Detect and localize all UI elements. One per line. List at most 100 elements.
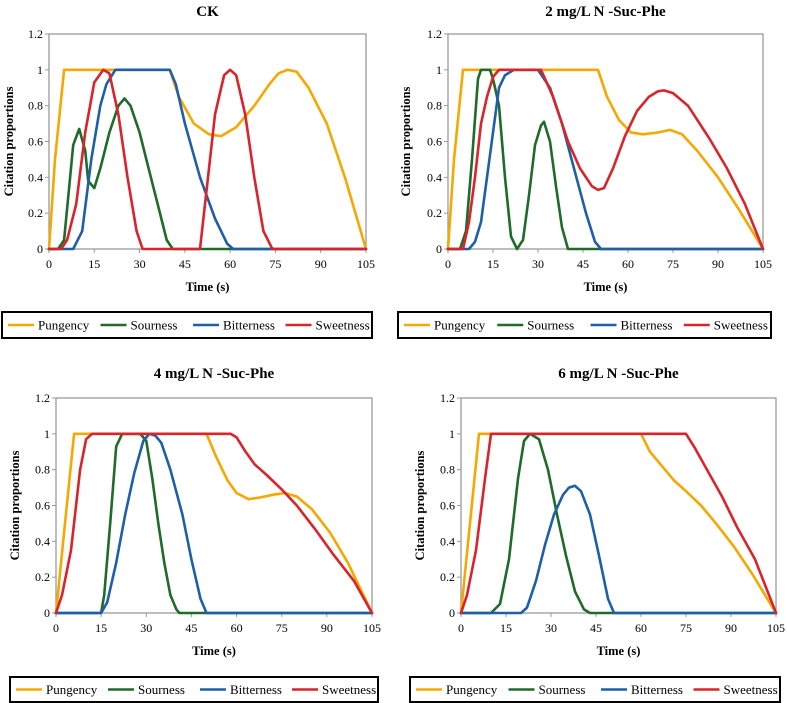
x-tick-label: 105 bbox=[363, 621, 381, 635]
plot-area-frame bbox=[460, 397, 777, 614]
series-line-sourness bbox=[459, 432, 778, 615]
legend-label-pungency: Pungency bbox=[434, 318, 486, 333]
series-line-pungency bbox=[459, 432, 778, 615]
x-tick-label: 45 bbox=[577, 257, 589, 271]
y-tick-label: 0.8 bbox=[427, 99, 442, 113]
y-tick-label: 0.6 bbox=[440, 499, 455, 513]
chart-panel-2: 2 mg/L N -Suc-Phe 0 0.2 0.4 0.6 0.8 1 1.2 0 15 30 4… bbox=[397, 4, 772, 339]
legend-label-sourness: Sourness bbox=[131, 318, 178, 333]
x-tick-label: 60 bbox=[224, 257, 236, 271]
x-axis-label: Time (s) bbox=[192, 644, 236, 658]
y-tick-label: 0.8 bbox=[28, 99, 43, 113]
y-tick-label: 0.8 bbox=[440, 463, 455, 477]
y-tick-label: 1.2 bbox=[35, 391, 50, 405]
y-tick-label: 0.4 bbox=[28, 170, 43, 184]
legend-label-pungency: Pungency bbox=[46, 682, 98, 697]
x-tick-label: 105 bbox=[754, 257, 772, 271]
y-tick-label: 0.2 bbox=[427, 206, 442, 220]
legend-label-sweetness: Sweetness bbox=[316, 318, 370, 333]
y-tick-label: 0 bbox=[449, 606, 455, 620]
x-tick-label: 75 bbox=[269, 257, 281, 271]
x-axis-label: Time (s) bbox=[597, 644, 641, 658]
y-tick-label: 0.2 bbox=[440, 570, 455, 584]
legend-label-bitterness: Bitterness bbox=[631, 682, 683, 697]
series-line-pungency bbox=[47, 68, 368, 251]
y-axis-label: Citation proportions bbox=[399, 86, 413, 196]
y-tick-label: 1.2 bbox=[427, 27, 442, 41]
series-line-pungency bbox=[54, 432, 374, 615]
y-axis-label: Citation proportions bbox=[413, 450, 427, 560]
series-line-pungency bbox=[446, 68, 765, 251]
series-line-bitterness bbox=[47, 68, 368, 251]
series-line-sweetness bbox=[47, 68, 368, 251]
chart-title: CK bbox=[196, 4, 219, 20]
x-tick-label: 0 bbox=[53, 621, 59, 635]
y-tick-label: 0 bbox=[44, 606, 50, 620]
legend-label-bitterness: Bitterness bbox=[621, 318, 673, 333]
series-line-sourness bbox=[446, 68, 765, 251]
y-tick-label: 0.6 bbox=[35, 499, 50, 513]
legend: Pungency Sourness Bitterness Sweetness bbox=[409, 676, 781, 703]
x-tick-label: 15 bbox=[95, 621, 107, 635]
chart-title: 2 mg/L N -Suc-Phe bbox=[545, 4, 666, 20]
x-tick-label: 30 bbox=[545, 621, 557, 635]
legend-frame bbox=[409, 676, 781, 703]
y-axis-label: Citation proportions bbox=[2, 86, 16, 196]
series-line-bitterness bbox=[54, 432, 374, 615]
x-tick-label: 60 bbox=[231, 621, 243, 635]
series-line-sourness bbox=[54, 432, 374, 615]
x-tick-label: 15 bbox=[500, 621, 512, 635]
legend-label-sourness: Sourness bbox=[539, 682, 586, 697]
y-tick-label: 0.6 bbox=[28, 135, 43, 149]
plot-area-frame bbox=[48, 33, 367, 250]
series-line-sweetness bbox=[54, 432, 374, 615]
y-tick-label: 0.6 bbox=[427, 135, 442, 149]
y-tick-label: 0.4 bbox=[427, 170, 442, 184]
x-tick-label: 15 bbox=[88, 257, 100, 271]
x-tick-label: 75 bbox=[276, 621, 288, 635]
x-tick-label: 90 bbox=[315, 257, 327, 271]
x-tick-label: 45 bbox=[590, 621, 602, 635]
x-tick-label: 45 bbox=[179, 257, 191, 271]
x-tick-label: 0 bbox=[46, 257, 52, 271]
legend-label-bitterness: Bitterness bbox=[230, 682, 282, 697]
legend-label-bitterness: Bitterness bbox=[223, 318, 275, 333]
series-line-bitterness bbox=[459, 484, 778, 615]
plot-area-frame bbox=[55, 397, 373, 614]
x-tick-label: 90 bbox=[321, 621, 333, 635]
x-axis-label: Time (s) bbox=[186, 280, 230, 294]
legend: Pungency Sourness Bitterness Sweetness bbox=[1, 311, 373, 339]
y-tick-label: 0 bbox=[37, 242, 43, 256]
y-tick-label: 0.4 bbox=[35, 534, 50, 548]
chart-title: 6 mg/L N -Suc-Phe bbox=[558, 366, 679, 382]
x-tick-label: 75 bbox=[667, 257, 679, 271]
y-tick-label: 1 bbox=[44, 427, 50, 441]
legend-label-pungency: Pungency bbox=[38, 318, 90, 333]
legend-label-sourness: Sourness bbox=[138, 682, 185, 697]
legend: Pungency Sourness Bitterness Sweetness bbox=[397, 311, 772, 339]
y-tick-label: 1.2 bbox=[440, 391, 455, 405]
y-axis-label: Citation proportions bbox=[8, 450, 22, 560]
x-tick-label: 105 bbox=[357, 257, 375, 271]
legend-label-sourness: Sourness bbox=[527, 318, 574, 333]
x-tick-label: 0 bbox=[445, 257, 451, 271]
x-tick-label: 60 bbox=[622, 257, 634, 271]
legend-label-sweetness: Sweetness bbox=[724, 682, 778, 697]
x-tick-label: 45 bbox=[185, 621, 197, 635]
x-axis-label: Time (s) bbox=[584, 280, 628, 294]
chart-panel-4: 6 mg/L N -Suc-Phe 0 0.2 0.4 0.6 0.8 1 1.2 0 15 30 4… bbox=[409, 366, 785, 703]
x-tick-label: 30 bbox=[140, 621, 152, 635]
chart-panel-3: 4 mg/L N -Suc-Phe 0 0.2 0.4 0.6 0.8 1 1.2 0 15 30 4… bbox=[8, 366, 381, 703]
y-tick-label: 0.2 bbox=[35, 570, 50, 584]
legend-label-sweetness: Sweetness bbox=[714, 318, 768, 333]
x-tick-label: 0 bbox=[458, 621, 464, 635]
y-tick-label: 0.2 bbox=[28, 206, 43, 220]
x-tick-label: 105 bbox=[767, 621, 785, 635]
series-line-bitterness bbox=[446, 68, 765, 251]
x-tick-label: 30 bbox=[134, 257, 146, 271]
series-line-sweetness bbox=[446, 68, 765, 251]
y-tick-label: 0.4 bbox=[440, 534, 455, 548]
y-tick-label: 1 bbox=[436, 63, 442, 77]
y-tick-label: 0.8 bbox=[35, 463, 50, 477]
